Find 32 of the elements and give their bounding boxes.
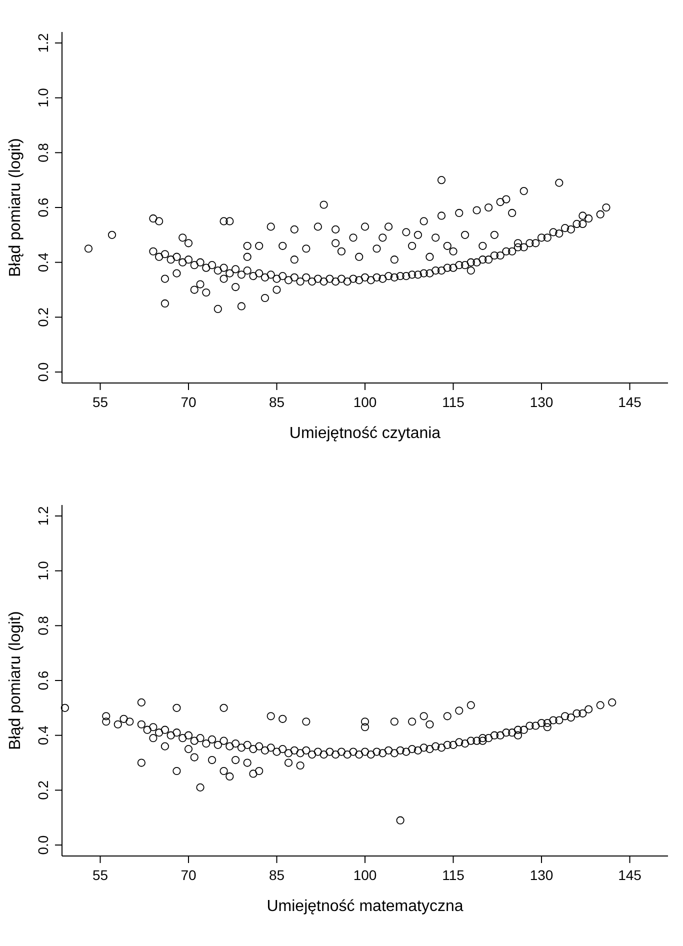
y-tick-label: 0.4	[35, 252, 51, 272]
y-tick-label: 0.8	[35, 142, 51, 162]
x-tick-label: 85	[268, 867, 285, 883]
x-tick-label: 115	[442, 394, 465, 410]
x-tick-label: 70	[180, 394, 196, 410]
y-tick-label: 1.2	[35, 33, 51, 53]
y-tick-label: 0.0	[35, 835, 51, 855]
x-tick-label: 85	[268, 394, 285, 410]
x-tick-label: 145	[618, 867, 642, 883]
y-axis-title: Błąd pomiaru (logit)	[7, 611, 24, 750]
x-axis-title: Umiejętność czytania	[289, 425, 441, 442]
x-tick-label: 55	[92, 394, 108, 410]
y-tick-label: 0.6	[35, 670, 51, 690]
y-tick-label: 1.0	[35, 560, 51, 581]
y-tick-label: 0.8	[35, 616, 51, 636]
y-tick-label: 1.0	[35, 88, 51, 108]
y-tick-label: 0.4	[35, 725, 51, 746]
y-tick-label: 0.2	[35, 307, 51, 327]
x-tick-label: 100	[353, 867, 377, 883]
x-tick-label: 130	[530, 867, 554, 883]
x-tick-label: 70	[180, 867, 196, 883]
y-tick-label: 0.2	[35, 780, 51, 800]
x-tick-label: 115	[442, 867, 465, 883]
x-tick-label: 55	[92, 867, 108, 883]
y-tick-label: 0.0	[35, 362, 51, 382]
x-tick-label: 130	[530, 394, 554, 410]
y-tick-label: 0.6	[35, 198, 51, 218]
y-axis-title: Błąd pomiaru (logit)	[7, 138, 24, 277]
x-tick-label: 100	[353, 394, 377, 410]
x-axis-title: Umiejętność matematyczna	[266, 898, 464, 915]
y-tick-label: 1.2	[35, 506, 51, 526]
x-tick-label: 145	[618, 394, 642, 410]
